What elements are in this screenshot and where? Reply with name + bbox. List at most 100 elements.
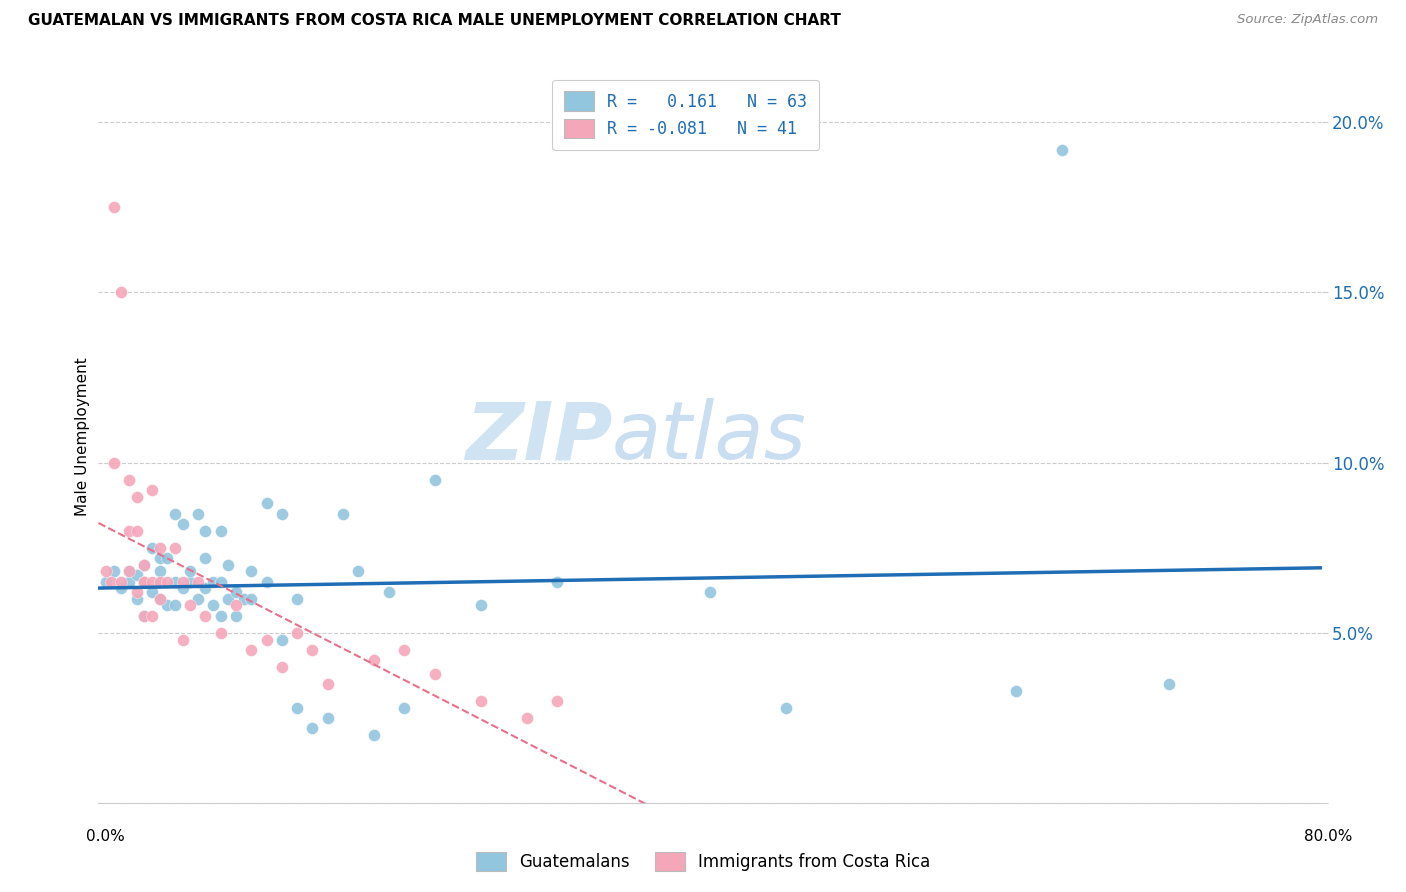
Point — [270, 507, 292, 521]
Point — [332, 507, 354, 521]
Point — [141, 608, 163, 623]
Point — [125, 567, 148, 582]
Text: ZIP: ZIP — [465, 398, 612, 476]
Point — [225, 599, 247, 613]
Point — [100, 574, 122, 589]
Point — [187, 507, 209, 521]
Point — [240, 591, 263, 606]
Point — [110, 285, 132, 300]
Point — [202, 599, 225, 613]
Text: Source: ZipAtlas.com: Source: ZipAtlas.com — [1237, 13, 1378, 27]
Point — [134, 574, 156, 589]
Point — [94, 565, 117, 579]
Point — [179, 574, 201, 589]
Point — [163, 507, 186, 521]
Point — [134, 558, 156, 572]
Point — [156, 574, 179, 589]
Point — [240, 642, 263, 657]
Point — [699, 585, 721, 599]
Point — [316, 711, 339, 725]
Point — [194, 524, 217, 538]
Point — [125, 524, 148, 538]
Point — [202, 574, 225, 589]
Legend: R =   0.161   N = 63, R = -0.081   N = 41: R = 0.161 N = 63, R = -0.081 N = 41 — [553, 79, 818, 150]
Point — [775, 700, 797, 714]
Point — [194, 608, 217, 623]
Point — [270, 659, 292, 673]
Point — [149, 591, 172, 606]
Point — [209, 524, 232, 538]
Point — [516, 711, 538, 725]
Point — [163, 574, 186, 589]
Point — [149, 574, 172, 589]
Point — [134, 558, 156, 572]
Point — [179, 565, 201, 579]
Point — [103, 201, 125, 215]
Point — [110, 582, 132, 596]
Point — [118, 574, 141, 589]
Point — [125, 591, 148, 606]
Point — [149, 550, 172, 565]
Point — [546, 694, 568, 708]
Legend: Guatemalans, Immigrants from Costa Rica: Guatemalans, Immigrants from Costa Rica — [467, 843, 939, 880]
Point — [156, 599, 179, 613]
Point — [149, 574, 172, 589]
Point — [134, 574, 156, 589]
Point — [301, 721, 323, 735]
Point — [232, 591, 254, 606]
Point — [163, 599, 186, 613]
Point — [187, 574, 209, 589]
Point — [1157, 677, 1180, 691]
Point — [285, 625, 308, 640]
Point — [209, 608, 232, 623]
Point — [194, 582, 217, 596]
Point — [141, 574, 163, 589]
Point — [118, 565, 141, 579]
Point — [156, 550, 179, 565]
Point — [118, 473, 141, 487]
Point — [163, 541, 186, 555]
Text: 0.0%: 0.0% — [86, 830, 125, 844]
Point — [103, 456, 125, 470]
Point — [94, 574, 117, 589]
Point — [209, 625, 232, 640]
Point — [209, 574, 232, 589]
Point — [225, 585, 247, 599]
Point — [134, 608, 156, 623]
Point — [172, 632, 194, 647]
Point — [179, 599, 201, 613]
Point — [149, 591, 172, 606]
Point — [149, 565, 172, 579]
Point — [141, 483, 163, 497]
Point — [125, 490, 148, 504]
Point — [256, 574, 278, 589]
Point — [256, 496, 278, 510]
Point — [217, 558, 239, 572]
Point — [149, 541, 172, 555]
Point — [363, 653, 385, 667]
Point — [172, 582, 194, 596]
Point — [347, 565, 370, 579]
Point — [270, 632, 292, 647]
Point — [1004, 683, 1026, 698]
Point — [470, 694, 492, 708]
Text: atlas: atlas — [612, 398, 807, 476]
Point — [392, 642, 416, 657]
Point — [134, 608, 156, 623]
Point — [240, 565, 263, 579]
Point — [141, 585, 163, 599]
Point — [194, 550, 217, 565]
Point — [423, 473, 446, 487]
Point — [546, 574, 568, 589]
Point — [301, 642, 323, 657]
Text: GUATEMALAN VS IMMIGRANTS FROM COSTA RICA MALE UNEMPLOYMENT CORRELATION CHART: GUATEMALAN VS IMMIGRANTS FROM COSTA RICA… — [28, 13, 841, 29]
Point — [256, 632, 278, 647]
Point — [225, 608, 247, 623]
Point — [118, 565, 141, 579]
Text: 80.0%: 80.0% — [1305, 830, 1353, 844]
Point — [110, 574, 132, 589]
Point — [134, 574, 156, 589]
Point — [316, 677, 339, 691]
Point — [217, 591, 239, 606]
Point — [172, 516, 194, 531]
